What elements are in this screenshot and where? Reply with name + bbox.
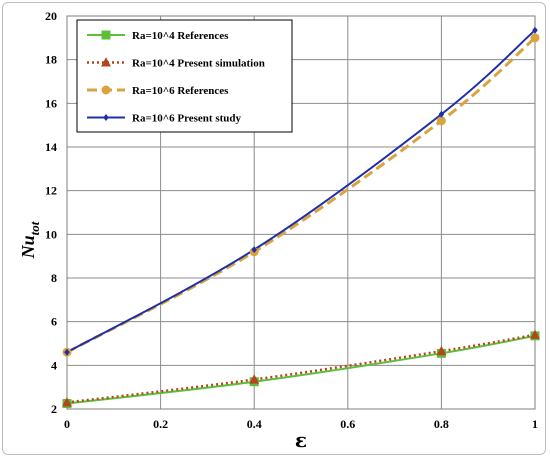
series-line [66,36,536,354]
data-point [436,116,446,126]
data-point [438,110,445,118]
data-point [530,329,540,339]
data-point [249,374,260,384]
x-axis-label: ε [295,428,307,452]
data-point [251,246,257,254]
legend: Ra=10^4 References Ra=10^4 Present simula… [76,19,293,133]
data-point [530,33,540,43]
y-tick-label: 6 [51,315,57,329]
data-point [64,348,70,356]
x-tick-label: 0.2 [153,417,168,431]
legend-swatch-marker [103,114,109,121]
series-line [66,334,536,405]
legend-entry-label: Ra=10^4 References [132,30,229,42]
x-tick-label: 0.8 [434,417,449,431]
legend-swatch-marker [101,85,111,95]
series-line [66,333,536,404]
legend-box [76,19,293,133]
data-point [62,397,72,407]
y-tick-label: 8 [51,271,57,285]
y-axis-label: Nutot [18,221,42,259]
y-tick-label: 4 [51,358,57,372]
legend-entry-label: Ra=10^6 References [132,85,229,97]
x-tick-label: 0.6 [340,417,355,431]
y-tick-label: 2 [51,402,57,416]
legend-swatch-marker [101,57,111,67]
series-lines [66,29,536,405]
x-tick-label: 0 [64,417,70,431]
x-tick-labels: 0 0.2 0.4 0.6 0.8 1 [64,417,538,431]
y-tick-label: 16 [45,96,57,110]
y-tick-label: 18 [45,53,57,67]
series-markers [62,26,540,409]
legend-entry-label: Ra=10^6 Present study [132,113,242,125]
y-tick-label: 10 [45,227,57,241]
data-point [436,345,447,356]
x-tick-label: 1 [532,417,538,431]
legend-entry-label: Ra=10^4 Present simulation [132,58,265,70]
y-tick-label: 14 [45,140,57,154]
y-tick-label: 20 [45,9,57,23]
legend-swatch-marker [101,30,111,40]
x-tick-label: 0.4 [247,417,262,431]
series-line [66,29,536,354]
plot-area [66,15,536,410]
data-point [532,26,538,34]
y-tick-labels: 2 4 6 8 10 12 14 16 18 20 [45,9,57,416]
y-tick-label: 12 [45,184,57,198]
